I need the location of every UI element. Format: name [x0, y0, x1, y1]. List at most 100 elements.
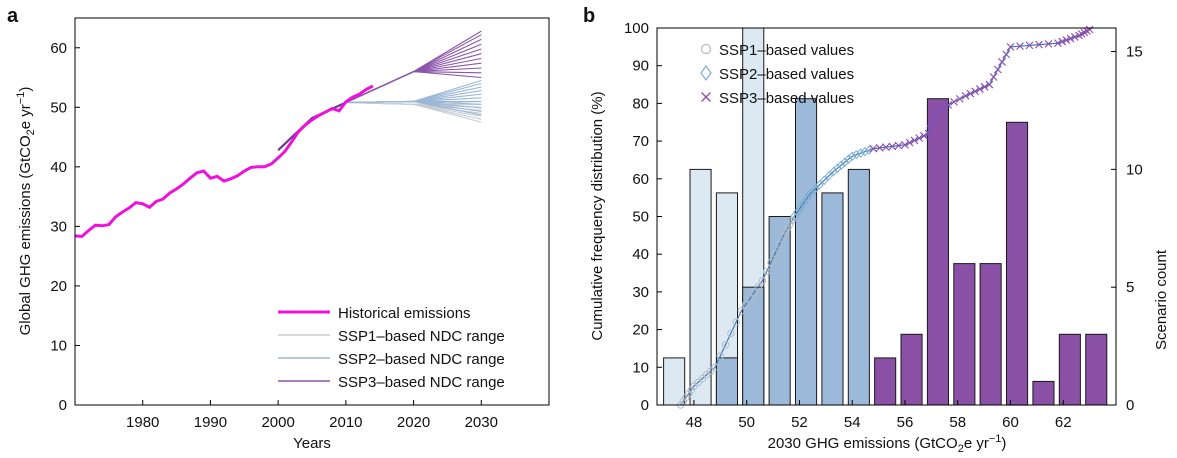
- legend-ssp3-label: SSP3–based NDC range: [338, 374, 505, 391]
- ssp1-value-marker: [737, 307, 746, 315]
- x-tick-label: 50: [738, 414, 755, 431]
- x-tick-label: 1990: [194, 414, 227, 431]
- ssp3-value-marker: [985, 80, 994, 89]
- x-tick-label: 2020: [397, 414, 430, 431]
- ssp2-value-marker: [856, 148, 865, 158]
- ssp3-value-marker: [926, 125, 935, 133]
- scenario-base-line: [277, 101, 347, 151]
- panel-b-right-y-axis-label: Scenario count: [1153, 249, 1170, 350]
- ssp3-value-marker: [938, 104, 947, 112]
- ssp1-ndc-range-lines: [345, 100, 482, 123]
- panel-b: 48 50 52 54 56 58 60 62 0102030405060708090100 …: [589, 20, 1170, 455]
- ssp3-value-marker: [915, 134, 924, 142]
- ssp3-value-marker: [929, 116, 938, 124]
- ssp3-value-marker: [901, 140, 909, 149]
- ssp1-value-marker: [679, 397, 688, 405]
- y-tick-label: 20: [50, 278, 67, 295]
- ssp3-value-marker: [1002, 50, 1011, 59]
- legend-ssp3-marker: [701, 92, 711, 102]
- ssp1-value-marker: [779, 231, 788, 240]
- ssp3-value-marker: [1058, 37, 1067, 46]
- ssp1-value-marker: [758, 276, 767, 285]
- panel-a-y-ticks: 0 10 20 30 40 50 60: [50, 40, 80, 414]
- y-tick-label: 50: [50, 99, 67, 116]
- scenario-bar: [1032, 380, 1055, 406]
- ssp1-value-marker: [685, 390, 693, 398]
- scenario-bar: [795, 98, 818, 406]
- ssp1-value-marker: [771, 249, 779, 258]
- x-tick-label: 60: [1002, 414, 1019, 431]
- panel-b-x-axis-label: 2030 GHG emissions (GtCO2e yr−1): [768, 433, 1007, 455]
- scenario-base-polyline: [277, 101, 347, 151]
- ssp2-value-marker: [860, 146, 870, 157]
- right-y-tick-label: 10: [1126, 161, 1143, 178]
- ssp1-value-marker: [786, 220, 794, 228]
- right-y-tick-label: 0: [1126, 397, 1134, 414]
- y-tick-label: 60: [50, 40, 67, 57]
- ssp3-value-marker: [905, 138, 914, 147]
- ssp2-value-marker: [864, 145, 874, 155]
- ssp3-value-marker: [971, 87, 980, 96]
- ssp3-value-marker: [989, 73, 998, 81]
- x-tick-label: 56: [897, 414, 914, 431]
- ssp1-value-marker: [754, 282, 762, 291]
- ssp2-value-marker: [836, 160, 846, 170]
- x-tick-label: 48: [686, 414, 703, 431]
- scenario-bar: [926, 98, 950, 406]
- ssp3-value-marker: [1066, 34, 1075, 43]
- ssp3-value-marker: [998, 58, 1006, 66]
- panel-b-x-ticks: 48 50 52 54 56 58 60 62: [686, 400, 1072, 431]
- panel-a-frame: [74, 17, 550, 406]
- panel-b-label: b: [583, 5, 595, 27]
- ssp3-value-marker: [1054, 39, 1062, 47]
- ssp3-value-marker: [1025, 41, 1034, 50]
- ssp3-value-marker: [1044, 39, 1053, 48]
- ssp1-value-marker: [750, 289, 758, 297]
- left-y-tick-label: 50: [632, 209, 649, 226]
- y-tick-label: 40: [50, 159, 67, 176]
- left-y-tick-label: 0: [641, 397, 649, 414]
- legend-historical-label: Historical emissions: [338, 305, 471, 322]
- ssp2-value-marker: [848, 151, 857, 161]
- ssp2-value-marker: [820, 175, 829, 186]
- panel-b-legend: SSP1–based values SSP2–based values SSP3…: [700, 42, 854, 107]
- ssp3-value-marker: [1070, 33, 1079, 41]
- scenario-bar: [821, 192, 844, 406]
- ssp3-value-marker: [993, 65, 1002, 74]
- ssp1-value-marker: [784, 224, 792, 232]
- left-y-tick-label: 70: [632, 133, 649, 150]
- x-tick-label: 2030: [465, 414, 498, 431]
- ssp3-value-marker: [961, 91, 970, 100]
- ssp2-value-marker: [844, 154, 853, 164]
- right-y-tick-label: 5: [1126, 279, 1134, 296]
- ssp3-value-marker: [955, 94, 964, 103]
- left-y-tick-label: 90: [632, 58, 649, 75]
- x-tick-label: 2000: [261, 414, 294, 431]
- ssp1-value-marker: [711, 363, 719, 371]
- ssp1-value-marker: [694, 378, 702, 387]
- ssp1-value-marker: [716, 352, 724, 360]
- ssp3-value-marker: [1062, 36, 1071, 44]
- scenario-bar: [900, 333, 923, 406]
- ssp1-value-marker: [687, 386, 695, 394]
- scenario-bar: [979, 263, 1002, 406]
- scenario-count-bars: [663, 27, 1108, 406]
- ssp3-value-marker: [1035, 40, 1043, 49]
- ssp1-value-marker: [698, 374, 707, 383]
- legend-ssp1-marker: [700, 43, 712, 55]
- y-tick-label: 10: [50, 337, 67, 354]
- panel-b-left-y-ticks: 0 10 20 30 40 50 60 70 80 90 100: [624, 20, 662, 414]
- left-y-tick-label: 60: [632, 171, 649, 188]
- legend-ssp2-label: SSP2–based NDC range: [338, 351, 505, 368]
- legend-ssp2-values-label: SSP2–based values: [719, 66, 854, 83]
- ssp2-value-marker: [852, 149, 861, 160]
- ssp1-value-marker: [732, 318, 740, 326]
- x-tick-label: 52: [791, 414, 808, 431]
- ssp2-value-marker: [840, 157, 849, 167]
- cumulative-distribution-markers: [677, 25, 1094, 409]
- ssp2-value-marker: [829, 166, 838, 177]
- ssp3-value-marker: [924, 129, 933, 138]
- legend-ssp1-values-label: SSP1–based values: [719, 42, 854, 59]
